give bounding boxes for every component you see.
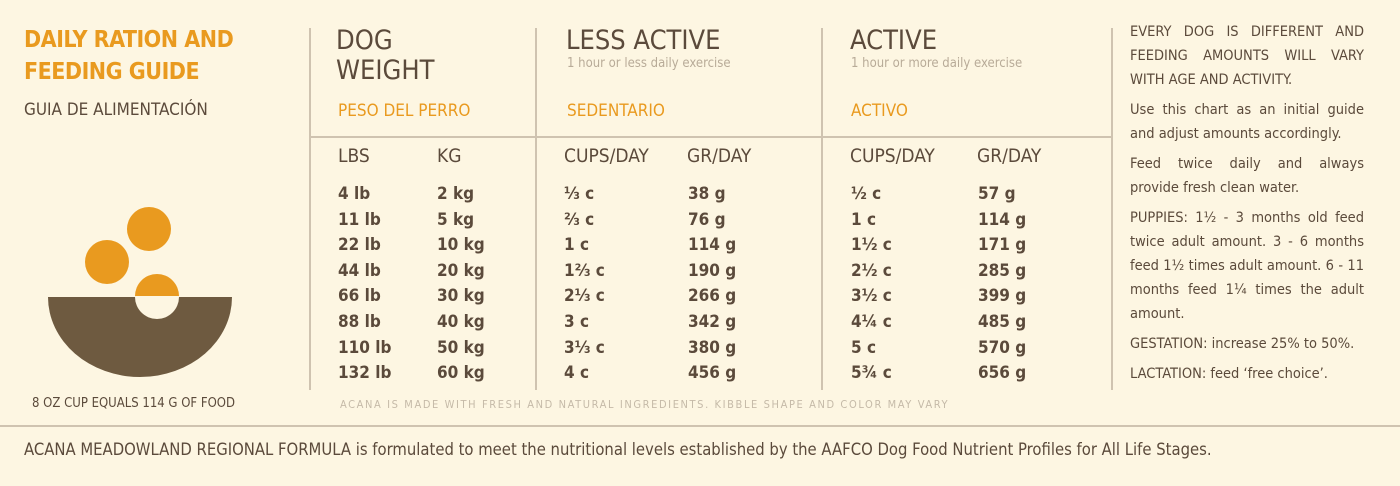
table-cell-less-gr: 114 g — [688, 235, 737, 256]
table-cell-lbs: 4 lb — [338, 184, 371, 204]
column-header-cups: CUPS/DAY — [564, 145, 649, 167]
table-cell-lbs: 22 lb — [338, 235, 381, 256]
table-cell-less-cups: 4 c — [564, 363, 590, 384]
table-cell-less-cups: 1 c — [564, 235, 590, 256]
note: PUPPIES: 1½ - 3 months old feed twice ad… — [1130, 210, 1364, 322]
feeding-notes: EVERY DOG IS DIFFERENT AND FEEDING AMOUN… — [1130, 20, 1364, 392]
column-header-gr: GR/DAY — [977, 145, 1042, 167]
table-cell-less-cups: 3 c — [564, 312, 590, 332]
column-header-cups: CUPS/DAY — [850, 145, 935, 167]
note: GESTATION: increase 25% to 50%. — [1130, 336, 1355, 352]
table-cell-lbs: 88 lb — [338, 312, 381, 332]
table-cell-kg: 10 kg — [437, 235, 485, 256]
table-cell-less-cups: 2⅓ c — [564, 286, 605, 307]
table-cell-act-cups: 5¾ c — [851, 363, 892, 384]
table-cell-lbs: 110 lb — [338, 337, 392, 358]
table-cell-less-gr: 76 g — [688, 209, 726, 230]
table-cell-act-cups: 4¼ c — [851, 312, 892, 332]
table-cell-act-gr: 485 g — [978, 312, 1027, 332]
column-header-kg: KG — [437, 145, 462, 167]
table-cell-act-gr: 57 g — [978, 184, 1016, 204]
table-cell-act-gr: 656 g — [978, 363, 1027, 384]
active-spanish: ACTIVO — [851, 101, 908, 121]
table-cell-act-gr: 399 g — [978, 286, 1027, 307]
note: Feed twice daily and always provide fres… — [1130, 156, 1364, 196]
table-cell-kg: 30 kg — [437, 286, 485, 307]
guide-subtitle: GUIA DE ALIMENTACIÓN — [24, 100, 208, 120]
table-cell-less-gr: 342 g — [688, 312, 737, 332]
table-cell-act-gr: 114 g — [978, 209, 1027, 230]
table-cell-less-gr: 456 g — [688, 363, 737, 384]
table-cell-kg: 60 kg — [437, 363, 485, 384]
table-cell-less-gr: 380 g — [688, 337, 737, 358]
divider — [535, 28, 537, 390]
less-active-spanish: SEDENTARIO — [567, 101, 665, 121]
table-cell-lbs: 44 lb — [338, 260, 381, 281]
table-cell-less-gr: 38 g — [688, 184, 726, 204]
footer-statement: ACANA MEADOWLAND REGIONAL FORMULA is for… — [24, 440, 1212, 459]
table-cell-lbs: 11 lb — [338, 209, 381, 230]
table-cell-less-gr: 190 g — [688, 260, 737, 281]
active-title: ACTIVE — [850, 25, 938, 56]
weight-title: DOG WEIGHT — [336, 25, 435, 86]
divider — [309, 28, 311, 390]
less-active-title: LESS ACTIVE — [566, 25, 721, 56]
food-bowl-icon — [48, 207, 232, 377]
table-cell-kg: 2 kg — [437, 184, 475, 204]
divider — [821, 28, 823, 390]
table-cell-act-cups: 1½ c — [851, 235, 892, 256]
table-cell-act-gr: 171 g — [978, 235, 1027, 256]
table-cell-less-gr: 266 g — [688, 286, 737, 307]
divider — [309, 136, 1113, 138]
less-active-desc: 1 hour or less daily exercise — [567, 56, 731, 71]
divider — [1111, 28, 1113, 390]
table-note: ACANA IS MADE WITH FRESH AND NATURAL ING… — [340, 398, 950, 411]
table-cell-act-gr: 570 g — [978, 337, 1027, 358]
table-cell-act-gr: 285 g — [978, 260, 1027, 281]
table-cell-kg: 5 kg — [437, 209, 475, 230]
table-cell-kg: 50 kg — [437, 337, 485, 358]
table-cell-act-cups: 5 c — [851, 337, 877, 358]
weight-spanish: PESO DEL PERRO — [338, 101, 471, 121]
note: EVERY DOG IS DIFFERENT AND FEEDING AMOUN… — [1130, 24, 1364, 88]
table-cell-lbs: 66 lb — [338, 286, 381, 307]
table-cell-act-cups: 1 c — [851, 209, 877, 230]
table-cell-act-cups: ½ c — [851, 184, 882, 204]
table-cell-less-cups: ⅓ c — [564, 184, 595, 204]
column-header-gr: GR/DAY — [687, 145, 752, 167]
table-cell-less-cups: 1⅔ c — [564, 260, 605, 281]
table-cell-less-cups: 3⅓ c — [564, 337, 605, 358]
column-header-lbs: LBS — [338, 145, 370, 167]
table-cell-kg: 40 kg — [437, 312, 485, 332]
table-cell-lbs: 132 lb — [338, 363, 392, 384]
divider — [0, 425, 1400, 427]
cup-note: 8 OZ CUP EQUALS 114 G OF FOOD — [32, 396, 235, 411]
guide-title: DAILY RATION AND FEEDING GUIDE — [24, 27, 234, 85]
note: LACTATION: feed ‘free choice’. — [1130, 366, 1328, 382]
table-cell-act-cups: 2½ c — [851, 260, 892, 281]
table-cell-kg: 20 kg — [437, 260, 485, 281]
table-cell-act-cups: 3½ c — [851, 286, 892, 307]
active-desc: 1 hour or more daily exercise — [851, 56, 1023, 71]
note: Use this chart as an initial guide and a… — [1130, 102, 1364, 142]
table-cell-less-cups: ⅔ c — [564, 209, 595, 230]
